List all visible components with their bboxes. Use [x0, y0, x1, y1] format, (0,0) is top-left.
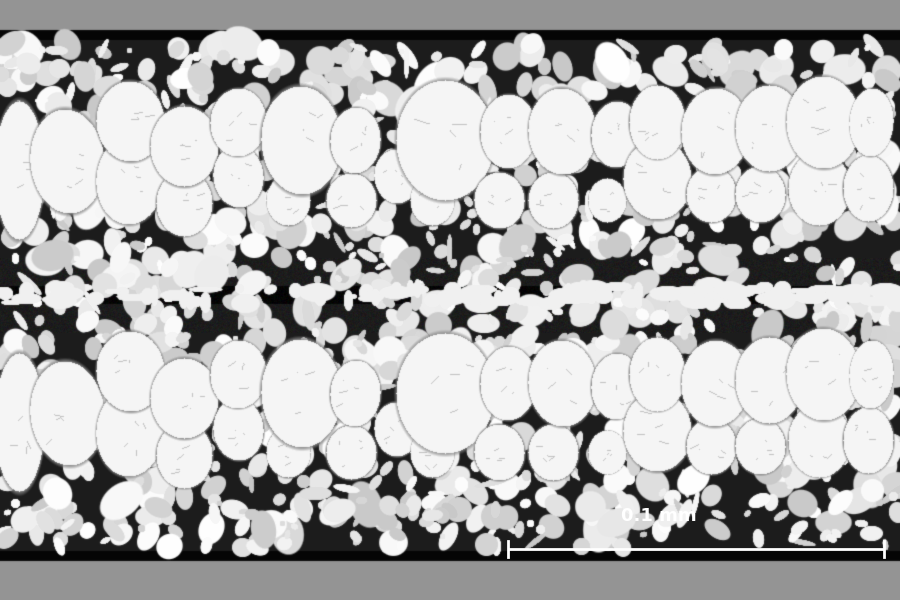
Text: 0.1 mm: 0.1 mm: [621, 507, 697, 525]
